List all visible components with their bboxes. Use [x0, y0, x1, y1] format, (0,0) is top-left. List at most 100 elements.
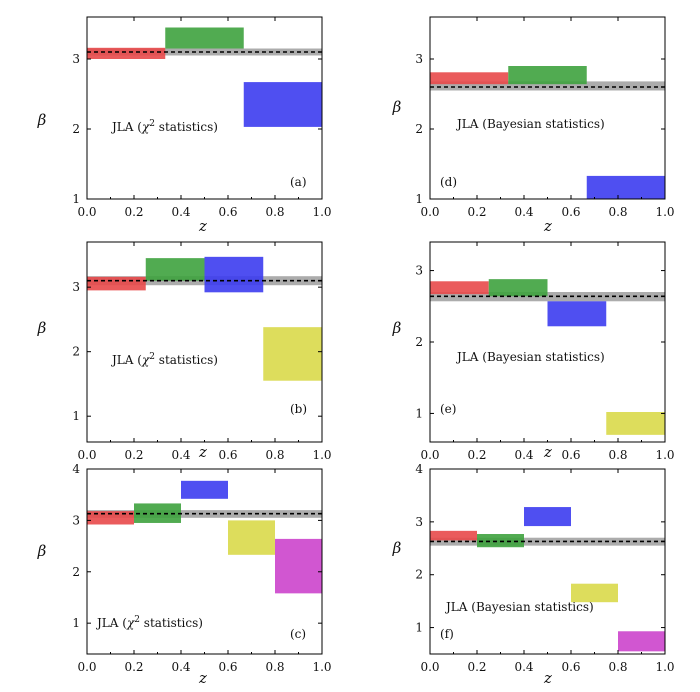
annotation-text: JLA ( [95, 616, 127, 630]
bin-rect [243, 82, 322, 127]
panel-annotation: JLA (χ2 statistics) [95, 615, 203, 630]
annotation-text: JLA ( [110, 120, 142, 134]
panel-tag: (c) [290, 627, 306, 641]
x-tick-label: 0.0 [420, 448, 439, 462]
x-axis-label: z [198, 443, 207, 461]
annotation-symbol: χ [126, 616, 135, 630]
y-tick-label: 1 [72, 616, 80, 630]
bin-rect [204, 256, 264, 293]
y-tick-label: 1 [415, 406, 423, 420]
y-tick-label: 2 [72, 345, 80, 359]
bin-rect [87, 276, 146, 291]
x-tick-label: 0.6 [218, 448, 237, 462]
y-axis-label: β [392, 539, 402, 557]
y-tick-label: 1 [415, 192, 423, 206]
y-tick-label: 2 [415, 335, 423, 349]
y-tick-label: 2 [415, 568, 423, 582]
y-tick-label: 2 [415, 122, 423, 136]
x-tick-label: 0.8 [265, 660, 284, 674]
plot-frame [429, 468, 666, 655]
bin-rect [87, 47, 166, 59]
x-tick-label: 1.0 [312, 448, 331, 462]
x-tick-label: 0.8 [608, 205, 627, 219]
bin-rect [524, 507, 571, 527]
x-tick-label: 0.8 [608, 660, 627, 674]
y-tick-label: 1 [72, 409, 80, 423]
bin-rect [508, 66, 587, 85]
x-axis-label: z [543, 443, 552, 461]
x-tick-label: 0.2 [467, 448, 486, 462]
y-tick-label: 3 [415, 52, 423, 66]
annotation-superscript: 2 [134, 615, 140, 625]
x-tick-label: 0.6 [561, 660, 580, 674]
x-tick-label: 0.2 [124, 448, 143, 462]
y-tick-label: 1 [415, 621, 423, 635]
bin-rect [228, 520, 275, 555]
bin-rect [430, 281, 489, 295]
x-tick-label: 1.0 [312, 205, 331, 219]
x-tick-label: 0.8 [265, 448, 284, 462]
reference-band [430, 292, 665, 302]
bin-rect [606, 412, 665, 435]
x-tick-label: 1.0 [655, 660, 674, 674]
x-tick-label: 0.4 [171, 448, 190, 462]
x-tick-label: 0.2 [467, 660, 486, 674]
x-tick-label: 0.6 [561, 205, 580, 219]
x-tick-label: 0.2 [467, 205, 486, 219]
y-tick-label: 3 [72, 52, 80, 66]
bin-rect [165, 27, 244, 49]
x-tick-label: 0.0 [420, 660, 439, 674]
x-tick-label: 0.4 [514, 660, 533, 674]
y-tick-label: 3 [415, 515, 423, 529]
panel-tag: (b) [290, 402, 307, 416]
annotation-text: statistics) [140, 616, 203, 630]
reference-band [87, 510, 322, 518]
annotation-text: statistics) [155, 353, 218, 367]
x-tick-label: 0.0 [420, 205, 439, 219]
x-axis-label: z [543, 217, 552, 235]
x-tick-label: 0.6 [218, 205, 237, 219]
x-tick-label: 0.4 [171, 205, 190, 219]
y-tick-label: 4 [72, 462, 80, 476]
annotation-text: statistics) [155, 120, 218, 134]
chart-panel: 0.0 0.2 0.4 0.6 0.8 1.0 1 2 3 z β JLA (Bayesian sta… [392, 16, 675, 235]
x-tick-label: 0.4 [514, 205, 533, 219]
annotation-symbol: χ [141, 120, 150, 134]
annotation-superscript: 2 [149, 119, 155, 129]
x-tick-label: 0.4 [514, 448, 533, 462]
panel-annotation: JLA (χ2 statistics) [110, 352, 218, 367]
x-tick-label: 0.6 [218, 660, 237, 674]
y-axis-label: β [37, 542, 47, 560]
annotation-symbol: χ [141, 353, 150, 367]
bin-rect [181, 480, 228, 499]
x-tick-label: 0.0 [77, 448, 96, 462]
bin-rect [571, 583, 618, 603]
bin-rect [145, 258, 205, 281]
annotation-text: JLA ( [110, 353, 142, 367]
x-tick-label: 1.0 [312, 660, 331, 674]
panel-annotation: JLA (Bayesian statistics) [455, 117, 605, 131]
chart-panel: 0.0 0.2 0.4 0.6 0.8 1.0 1 2 3 4 z β JLA (Bayesian st… [392, 462, 675, 687]
x-tick-label: 0.6 [561, 448, 580, 462]
panel-tag: (a) [290, 175, 307, 189]
x-tick-label: 0.8 [608, 448, 627, 462]
y-tick-label: 3 [72, 513, 80, 527]
x-tick-label: 0.0 [77, 205, 96, 219]
x-tick-label: 0.2 [124, 660, 143, 674]
panel-tag: (f) [440, 627, 454, 641]
plot-frame [429, 16, 666, 200]
chart-panel: 0.0 0.2 0.4 0.6 0.8 1.0 1 2 3 z β JLA (Bayesian sta… [392, 241, 675, 462]
y-axis-label: β [37, 111, 47, 129]
x-tick-label: 0.2 [124, 205, 143, 219]
bin-rect [586, 175, 665, 199]
x-tick-label: 0.0 [77, 660, 96, 674]
bin-rect [275, 538, 322, 594]
bin-rect [430, 72, 509, 85]
bin-rect [618, 631, 665, 652]
y-axis-label: β [392, 319, 402, 337]
y-axis-label: β [37, 319, 47, 337]
bin-rect [430, 530, 477, 541]
